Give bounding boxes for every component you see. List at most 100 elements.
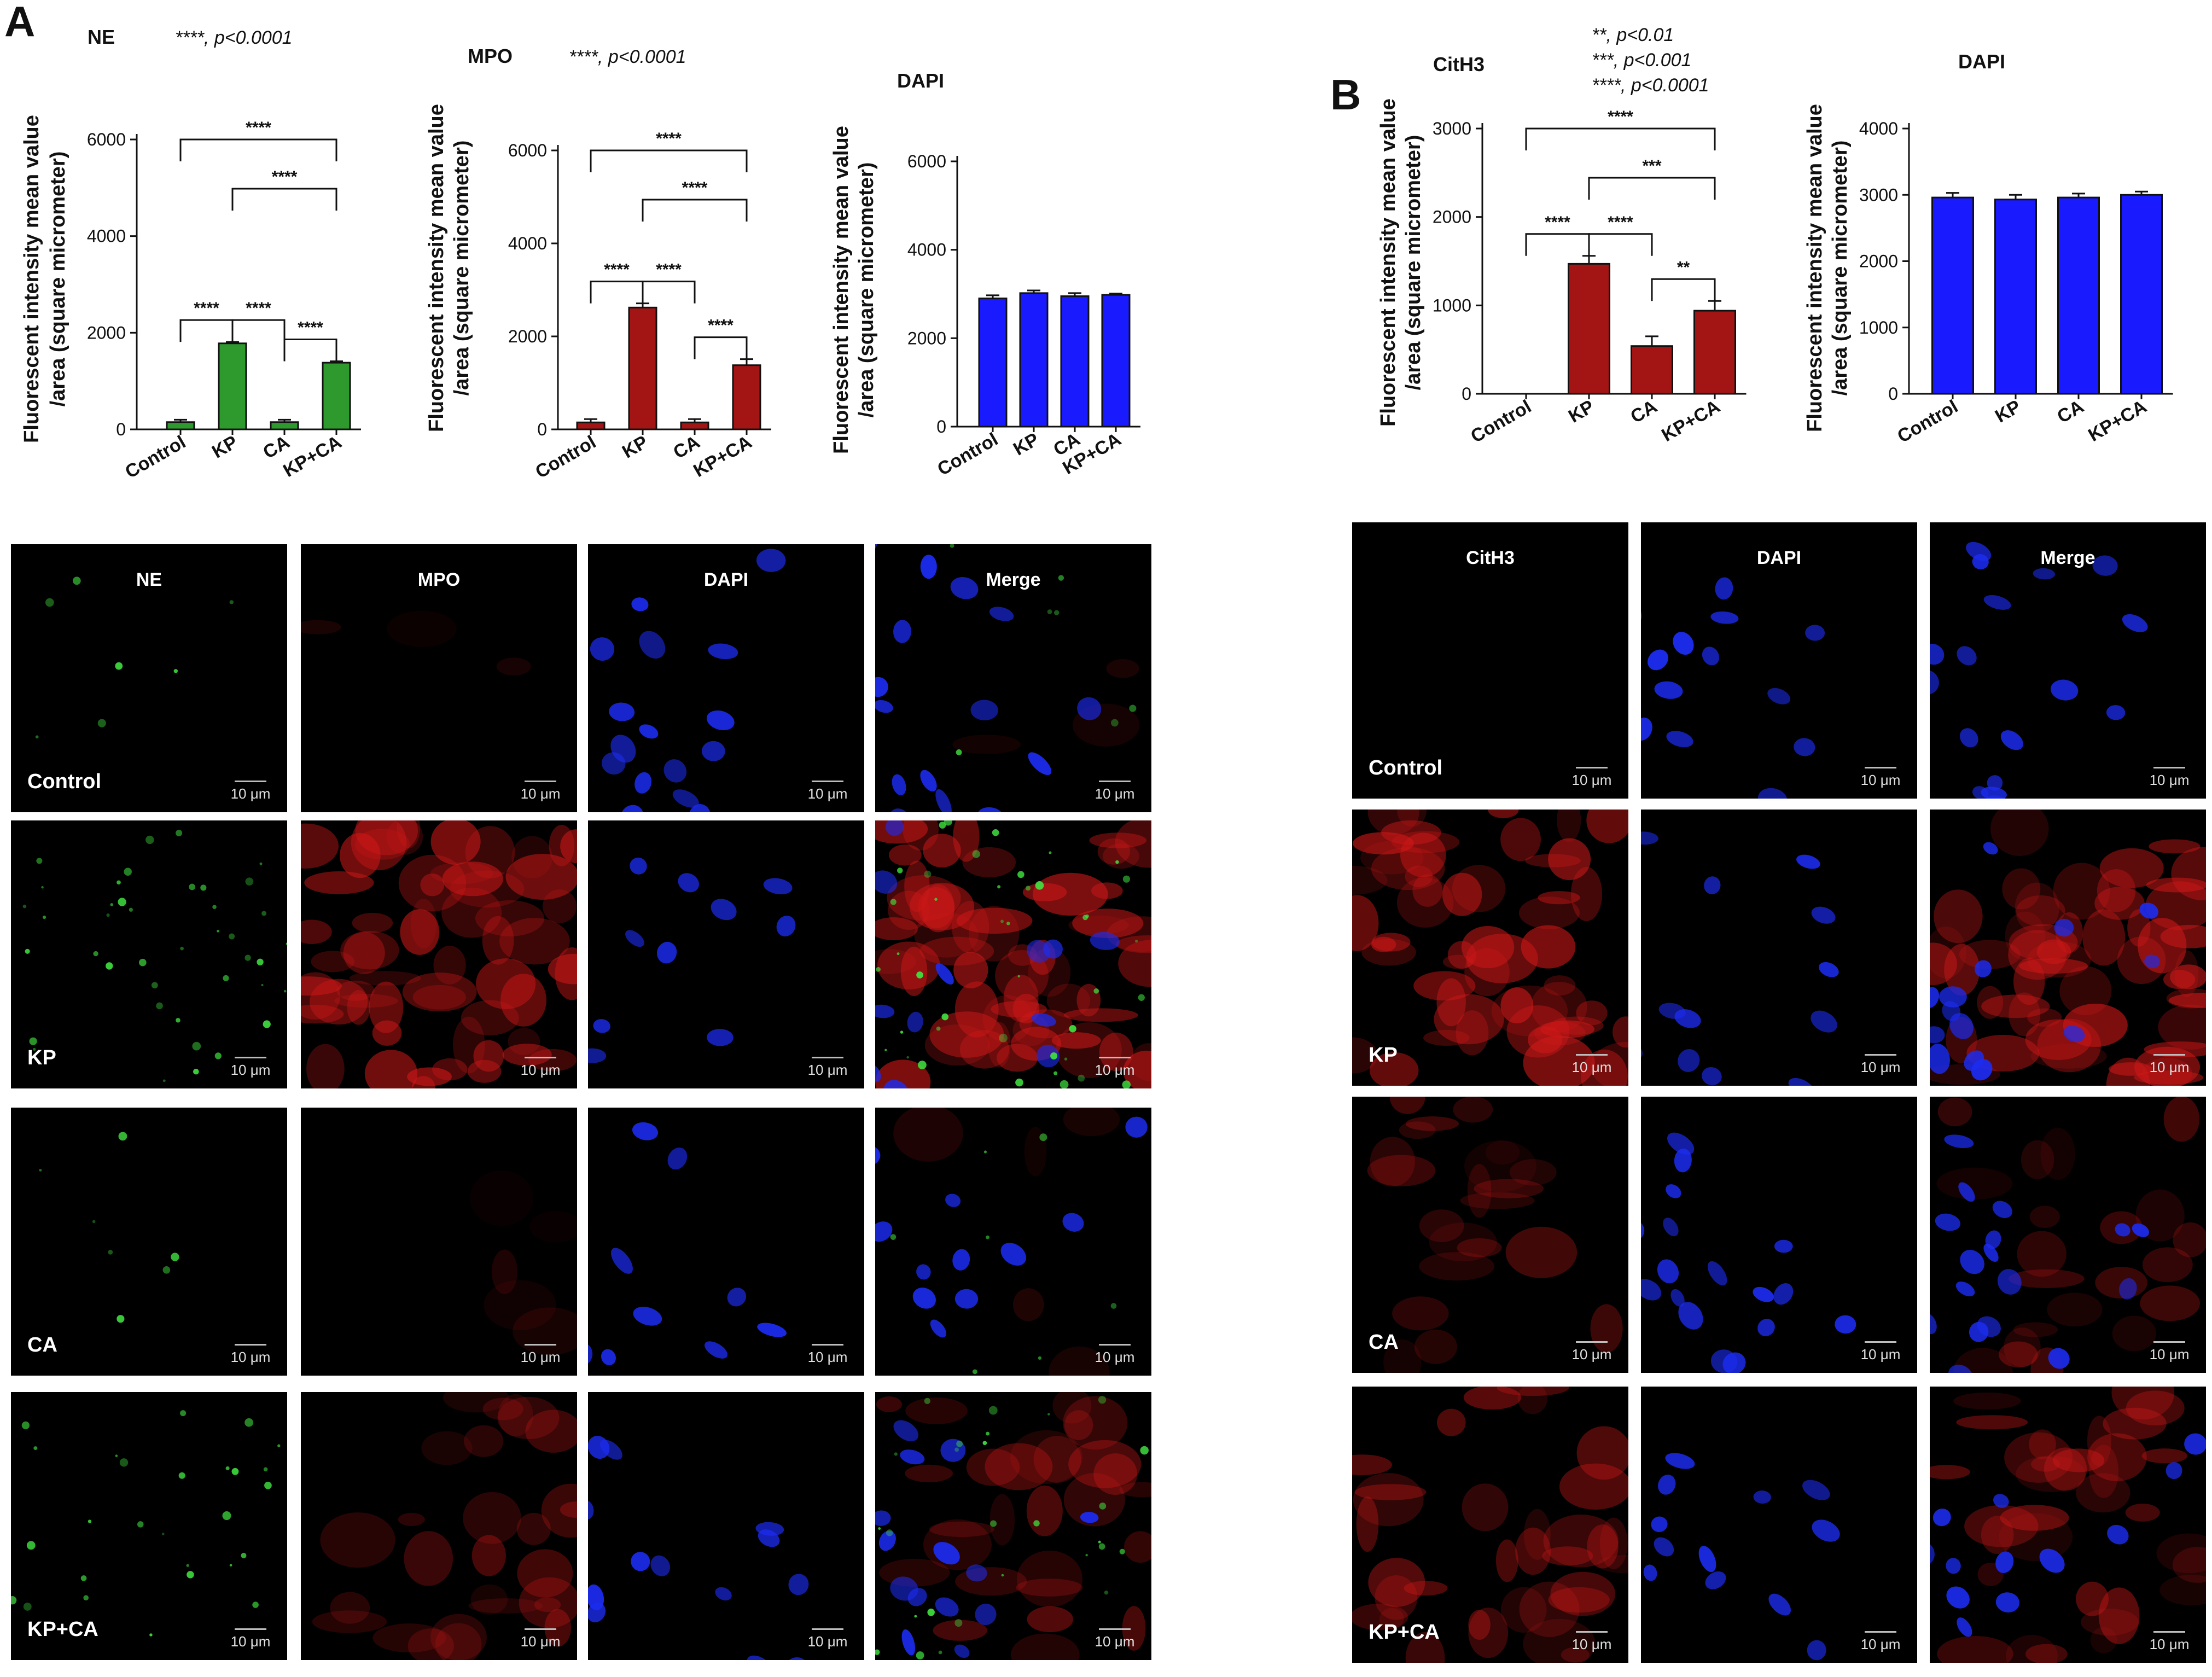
scale-bar-label: 10 μm [1095, 1062, 1135, 1078]
significance-label: **** [1608, 213, 1633, 231]
micrograph-image [22, 830, 287, 1082]
chart-title: MPO [468, 45, 513, 67]
scale-bar-label: 10 μm [520, 785, 561, 802]
micrograph-a-kp-mpo: 10 μm [301, 820, 577, 1088]
scale-bar-label: 10 μm [1571, 1346, 1612, 1362]
stat-note: ***, p<0.001 [1592, 50, 1691, 71]
significance-bracket [1588, 233, 1653, 256]
scale-bar: 10 μm [1090, 781, 1139, 802]
scale-bar-label: 10 μm [1095, 1633, 1135, 1650]
scale-bar-label: 10 μm [1095, 785, 1135, 802]
chart-title: DAPI [1958, 50, 2005, 73]
micrograph-image [312, 1392, 577, 1660]
scale-bar: 10 μm [516, 1057, 565, 1079]
scale-bar: 10 μm [226, 1057, 275, 1079]
scale-bar-label: 10 μm [520, 1633, 561, 1650]
scale-bar: 10 μm [516, 1628, 565, 1650]
bar [576, 421, 606, 430]
scale-bar: 10 μm [226, 1344, 275, 1366]
x-tick-label: KP [1992, 396, 2024, 427]
y-axis-label: Fluorescent intensity mean value [830, 126, 853, 454]
chart-b-dapi: DAPI 0 1000 2000 3000 4000 Fluorescent intensi… [1803, 50, 2173, 447]
scale-bar-label: 10 μm [1860, 772, 1901, 788]
stat-note: **, p<0.01 [1592, 25, 1674, 45]
scale-bar: 10 μm [516, 1344, 565, 1366]
bar [1019, 292, 1049, 428]
micrograph-a-control-mpo: MPO 10 μm [301, 544, 577, 812]
micrograph-b-kp-cith3: KP 10 μm [1352, 810, 1628, 1086]
y-tick-label: 0 [537, 420, 547, 439]
micrograph-a-kp-ca-merge: 10 μm [875, 1392, 1151, 1660]
stat-note: ****, p<0.0001 [1592, 75, 1709, 96]
bar [1060, 295, 1090, 428]
y-tick-label: 3000 [1859, 185, 1898, 205]
significance-label: ** [1677, 258, 1690, 276]
micrograph-a-control-ne: NE Control 10 μm [11, 544, 287, 812]
y-axis-label: /area (square micrometer) [855, 162, 878, 418]
micrograph-image [588, 857, 796, 1063]
row-label: CA [27, 1334, 57, 1356]
micrograph-image [590, 549, 786, 812]
y-tick-label: 4000 [1859, 119, 1898, 138]
scale-bar: 10 μm [1856, 767, 1905, 789]
micrograph-b-control-cith3: CitH3 Control 10 μm [1352, 522, 1628, 799]
scale-bar-label: 10 μm [807, 785, 848, 802]
x-tick-label: KP [208, 432, 241, 463]
column-title: NE [136, 569, 162, 590]
scale-bar-label: 10 μm [807, 1349, 848, 1365]
micrograph-image [1641, 1132, 1856, 1373]
y-tick-label: 2000 [87, 323, 126, 342]
scale-bar-label: 10 μm [1571, 1636, 1612, 1652]
scale-bar: 10 μm [2145, 1631, 2194, 1653]
scale-bar: 10 μm [1856, 1631, 1905, 1653]
scale-bar: 10 μm [226, 781, 275, 802]
x-tick-label: KP+CA [1658, 396, 1724, 446]
y-tick-label: 2000 [508, 327, 547, 346]
column-title: DAPI [703, 569, 749, 590]
micrograph-a-kp-ca-dapi: 10 μm [588, 1392, 864, 1660]
micrograph-b-kp-ca-dapi: 10 μm [1641, 1387, 1917, 1663]
x-tick-label: KP+CA [2085, 396, 2150, 446]
scale-bar: 10 μm [1090, 1057, 1139, 1079]
micrograph-image [1930, 1387, 2206, 1663]
micrograph-a-ca-dapi: 10 μm [588, 1108, 864, 1376]
micrograph-a-kp-dapi: 10 μm [588, 820, 864, 1088]
significance-bracket [590, 281, 644, 304]
significance-label: **** [246, 119, 271, 137]
micrograph-image [35, 577, 234, 739]
chart-title: DAPI [897, 69, 944, 92]
bar [732, 364, 761, 430]
micrograph-image [1352, 810, 1628, 1086]
scale-bar-label: 10 μm [230, 1062, 271, 1078]
micrograph-image [875, 1108, 1148, 1376]
significance-label: **** [708, 317, 734, 335]
row-label: KP+CA [27, 1618, 98, 1641]
micrograph-a-control-merge: Merge 10 μm [875, 544, 1151, 812]
y-tick-label: 4000 [87, 226, 126, 246]
significance-bracket [179, 319, 234, 342]
scale-bar: 10 μm [516, 781, 565, 802]
bar [1693, 310, 1736, 395]
column-title: DAPI [1756, 548, 1802, 568]
column-title: Merge [2040, 548, 2095, 568]
scale-bar-label: 10 μm [1571, 772, 1612, 788]
scale-bar: 10 μm [1090, 1344, 1139, 1366]
chart-a-ne: NE ****, p<0.0001 0 2000 4000 6000 Fluorescent… [20, 26, 361, 482]
scale-bar-label: 10 μm [1860, 1636, 1901, 1652]
scale-bar: 10 μm [1567, 1631, 1616, 1653]
x-tick-label: KP+CA [690, 432, 755, 481]
y-tick-label: 0 [1462, 384, 1471, 404]
micrograph-image [301, 610, 531, 676]
significance-bracket [642, 199, 748, 222]
row-label: KP [1369, 1044, 1398, 1067]
scale-bar-label: 10 μm [1095, 1349, 1135, 1365]
micrograph-b-kp-dapi: 10 μm [1641, 810, 1917, 1086]
scale-bar: 10 μm [1567, 1341, 1616, 1363]
significance-bracket [694, 336, 748, 359]
significance-bracket [283, 338, 337, 362]
micrograph-image [1641, 577, 1825, 799]
significance-bracket [590, 149, 748, 172]
row-label: Control [1369, 756, 1443, 779]
significance-bracket [1651, 278, 1716, 301]
micrograph-b-ca-cith3: CA 10 μm [1352, 1097, 1628, 1373]
